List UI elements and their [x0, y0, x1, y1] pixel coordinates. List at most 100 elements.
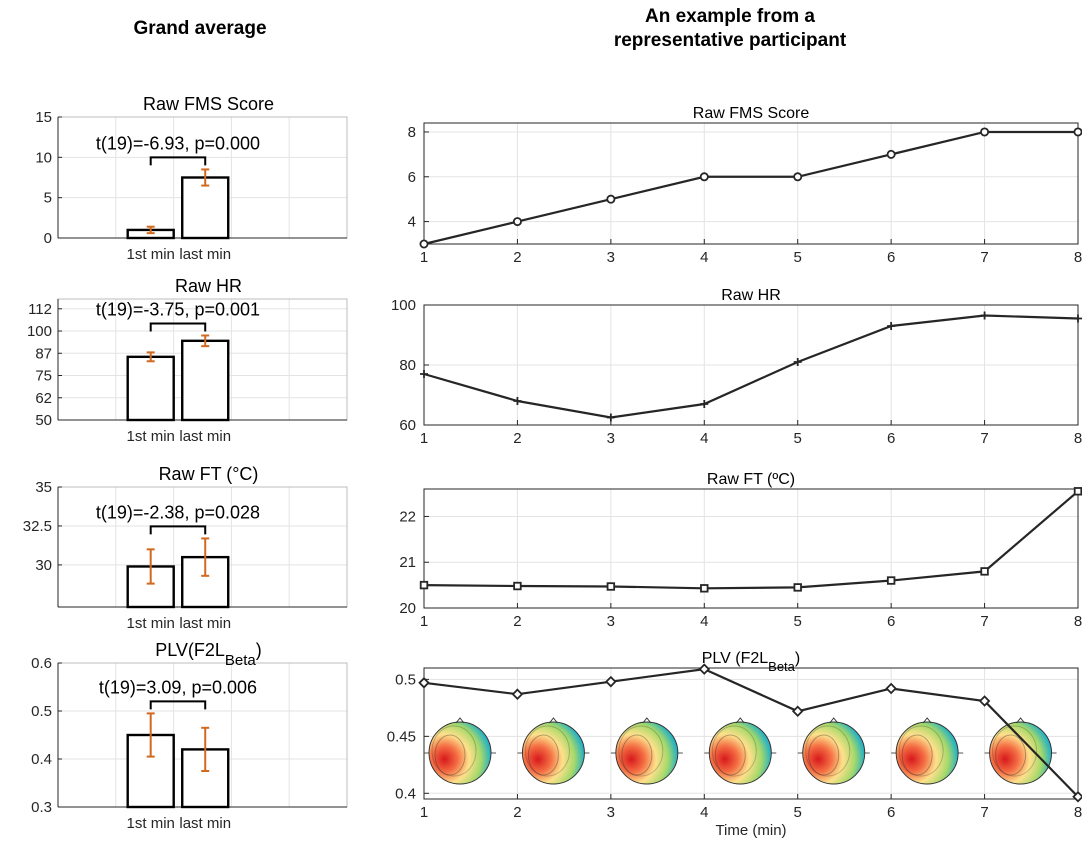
x-tick-label: 1st min: [127, 815, 175, 832]
y-tick-label: 50: [35, 412, 52, 429]
topomap-head: [895, 721, 959, 785]
line-chart-ex_fms: 4 6 8 1 2 3 4 5 6 7 8 Raw FMS Score: [408, 105, 1082, 266]
x-tick-label: 5: [794, 804, 802, 821]
y-tick-label: 10: [35, 149, 52, 166]
chart-title: Raw FT (°C): [159, 464, 259, 484]
x-tick-label: 1st min: [127, 615, 175, 632]
x-tick-label: 7: [980, 613, 988, 630]
data-point: [793, 583, 802, 592]
data-point: [420, 370, 428, 378]
topomap-contour: [995, 734, 1027, 776]
y-tick-label: 22: [399, 508, 416, 525]
series-line: [423, 130, 1078, 246]
y-tick-label: 0.3: [31, 799, 52, 816]
data-point: [418, 677, 430, 689]
topomap-contour: [714, 734, 746, 776]
chart-title: PLV (F2LBeta): [702, 650, 800, 674]
topomap-minute-5: [797, 717, 870, 785]
bar-2: [181, 339, 230, 422]
data-point: [606, 582, 616, 591]
series-line: [423, 490, 1079, 590]
topomap-head: [708, 721, 772, 785]
data-point: [978, 695, 991, 707]
y-tick-label: 87: [35, 345, 52, 362]
data-point: [980, 567, 989, 576]
series-line: [423, 314, 1079, 419]
y-tick-label: 0.6: [31, 655, 52, 672]
data-point: [512, 217, 522, 227]
topomap-contour: [901, 734, 933, 776]
topomap-contour: [711, 725, 757, 777]
bar-1: [126, 355, 175, 422]
y-tick-label: 8: [408, 124, 416, 141]
x-tick-label: 3: [607, 430, 615, 447]
y-tick-label: 112: [28, 301, 52, 318]
y-tick-label: 0.4: [395, 785, 416, 802]
topomap-head: [615, 721, 679, 785]
x-tick-label: 8: [1074, 249, 1082, 266]
y-tick-label: 30: [35, 557, 52, 574]
data-point: [791, 705, 804, 718]
chart-title: Raw FMS Score: [693, 105, 810, 122]
topomap-contour: [805, 725, 851, 777]
axes-frame: [423, 488, 1079, 609]
data-point: [793, 172, 803, 182]
x-tick-label: 2: [513, 804, 521, 821]
x-tick-label: 5: [794, 249, 802, 266]
y-tick-label: 0.4: [31, 751, 52, 768]
x-tick-label: 4: [700, 804, 708, 821]
topomap-contour: [992, 725, 1038, 777]
bar-chart-ga_plv: 0.3 0.4 0.5 0.6 1st min last min t(19)=3.09, p…: [31, 640, 348, 832]
data-point: [886, 149, 896, 159]
x-tick-label: 2: [513, 430, 521, 447]
y-tick-label: 100: [27, 323, 52, 340]
data-point: [1073, 127, 1082, 137]
x-tick-label: 6: [887, 613, 895, 630]
x-tick-label: 4: [700, 430, 708, 447]
x-tick-label: 1st min: [127, 428, 175, 445]
data-point: [513, 581, 522, 591]
x-tick-label: 8: [1074, 430, 1082, 447]
x-tick-label: 1: [420, 249, 428, 266]
data-point: [1073, 487, 1082, 496]
topomap-contour: [434, 734, 466, 776]
x-tick-label: 6: [887, 249, 895, 266]
line-chart-ex_ft: 20 21 22 1 2 3 4 5 6 7 8 Raw FT (ºC): [399, 471, 1082, 630]
bar-chart-ga_ft: 30 32.5 35 1st min last min t(19)=-2.38, p=0.…: [23, 464, 348, 632]
heading-line-2: representative participant: [613, 30, 847, 51]
topomap-contour: [618, 725, 664, 777]
y-tick-label: 0.5: [31, 703, 52, 720]
x-tick-label: 8: [1074, 804, 1082, 821]
topomap-minute-7: [984, 717, 1057, 785]
x-tick-label: 7: [980, 804, 988, 821]
x-tick-label: 3: [607, 613, 615, 630]
y-tick-label: 75: [35, 368, 52, 385]
stat-annotation: t(19)=3.09, p=0.006: [99, 677, 257, 697]
data-point: [793, 358, 802, 366]
x-tick-label: 1: [420, 430, 428, 447]
x-tick-label: last min: [179, 246, 231, 263]
data-point: [606, 194, 616, 204]
line-chart-ex_plv: 0.4 0.45 0.5 1 2 3 4 5 6 7 8 PLV (F2LBeta) Time (min…: [387, 650, 1082, 839]
chart-title: Raw FMS Score: [143, 94, 274, 114]
x-tick-label: 2: [513, 249, 521, 266]
topomap-contour: [808, 734, 840, 776]
y-tick-label: 5: [44, 190, 52, 207]
data-point: [980, 127, 990, 137]
x-tick-label: 5: [794, 430, 802, 447]
y-tick-label: 60: [399, 417, 416, 434]
stat-annotation: t(19)=-2.38, p=0.028: [96, 502, 260, 522]
data-point: [1072, 790, 1082, 803]
data-point: [1074, 314, 1082, 323]
chart-title: Raw HR: [721, 287, 781, 304]
stat-annotation: t(19)=-6.93, p=0.000: [96, 133, 260, 153]
topomap-nose: [455, 717, 465, 724]
x-tick-label: 6: [887, 430, 895, 447]
data-point: [885, 682, 897, 695]
x-tick-label: 4: [700, 613, 708, 630]
y-tick-label: 35: [35, 479, 52, 496]
data-point: [606, 413, 615, 422]
x-tick-label: last min: [179, 615, 231, 632]
heading-line-1: An example from a: [645, 6, 815, 27]
data-point: [700, 584, 709, 593]
